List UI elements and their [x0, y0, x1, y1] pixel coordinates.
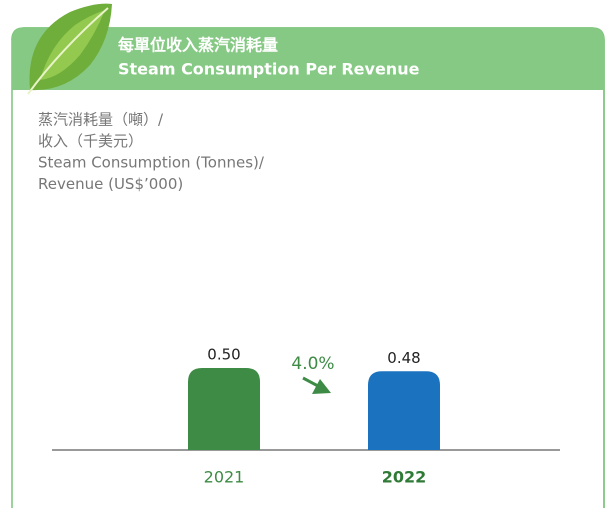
axis-label: 蒸汽消耗量（噸）/ [38, 111, 164, 129]
card-border [12, 28, 604, 508]
annotation-arrowhead [312, 379, 331, 394]
annotation-arrow [303, 378, 318, 386]
bar [368, 371, 440, 450]
axis-label: Revenue (US$’000) [38, 175, 183, 193]
chart-subtitle: Steam Consumption Per Revenue [118, 60, 420, 79]
bar [188, 368, 260, 450]
chart: 每單位收入蒸汽消耗量 Steam Consumption Per Revenue… [0, 0, 610, 515]
annotation: 4.0% [291, 354, 334, 374]
value-label: 0.48 [387, 349, 420, 367]
x-tick-label: 2022 [382, 468, 427, 487]
card-border-side [12, 28, 604, 508]
axis-label: 收入（千美元） [38, 132, 143, 150]
value-label: 0.50 [207, 346, 240, 364]
chart-title: 每單位收入蒸汽消耗量 [118, 36, 278, 55]
axis-label: Steam Consumption (Tonnes)/ [38, 154, 265, 172]
x-tick-label: 2021 [204, 468, 245, 487]
